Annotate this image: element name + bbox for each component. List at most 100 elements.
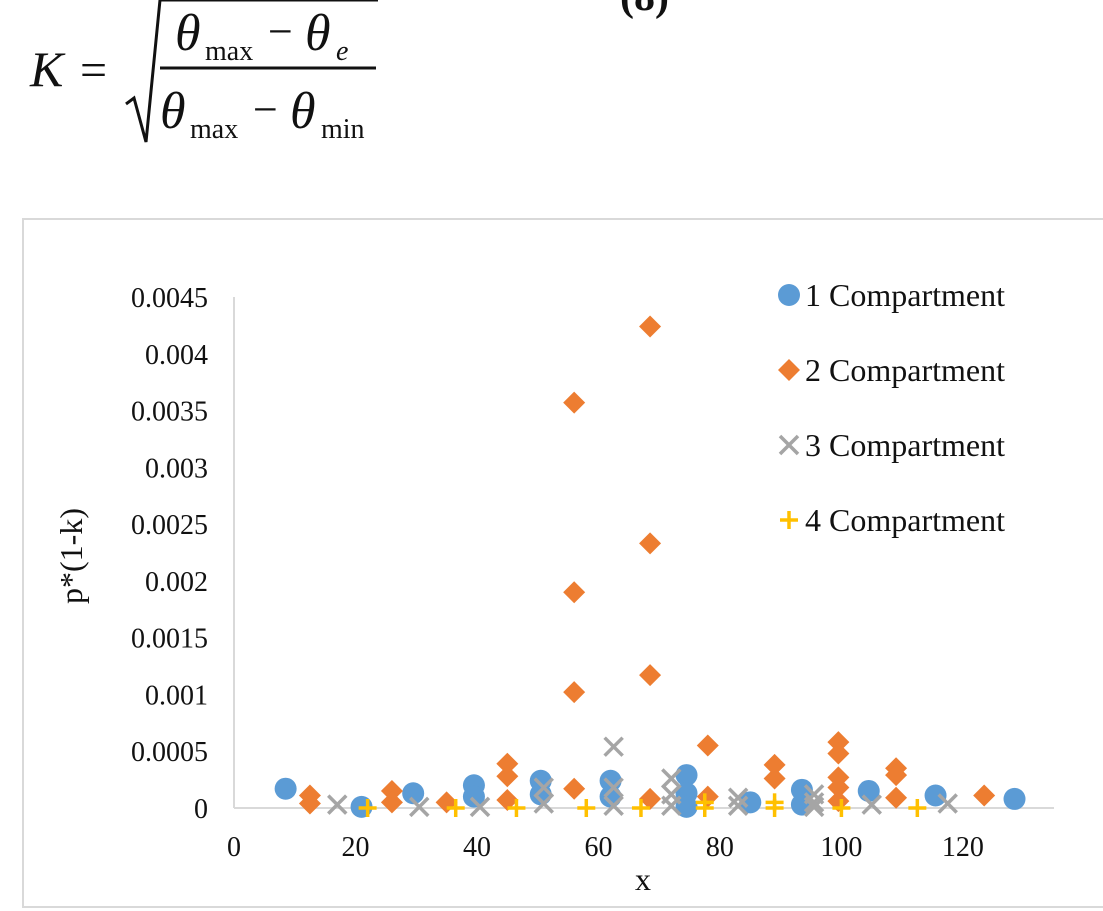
legend-label: 2 Compartment xyxy=(805,352,1005,388)
marker-stroke xyxy=(603,777,624,798)
y-axis-label: p*(1-k) xyxy=(53,508,89,604)
x-tick-label: 80 xyxy=(706,832,734,863)
data-point xyxy=(908,799,927,817)
series-3 xyxy=(327,736,958,818)
data-point xyxy=(827,731,850,754)
y-tick-labels: 0 0.0005 0.001 0.0015 0.002 0.0025 0.003 0.0035… xyxy=(131,283,208,825)
data-point xyxy=(937,793,958,814)
marker-stroke xyxy=(661,795,682,816)
data-point xyxy=(563,777,586,800)
y-tick-label: 0.002 xyxy=(145,567,208,598)
data-point xyxy=(661,768,682,789)
x-tick-label: 120 xyxy=(942,832,984,863)
data-point xyxy=(274,777,297,800)
data-point xyxy=(298,792,321,815)
data-point xyxy=(577,799,596,817)
x-tick-label: 0 xyxy=(227,832,241,863)
data-point xyxy=(675,764,698,787)
marker-stroke xyxy=(469,796,491,818)
data-point xyxy=(885,786,908,809)
data-point xyxy=(1003,787,1026,810)
marker-stroke xyxy=(778,434,800,456)
denominator-sub-1: max xyxy=(190,114,238,145)
numerator-theta-2: θ xyxy=(305,5,331,62)
data-point xyxy=(496,752,519,775)
y-tick-label: 0 xyxy=(194,794,208,825)
y-tick-label: 0.001 xyxy=(145,680,208,711)
data-point xyxy=(409,796,430,818)
x-tick-label: 40 xyxy=(463,832,491,863)
y-tick-label: 0.0045 xyxy=(131,283,208,314)
data-point xyxy=(603,736,624,757)
marker-stroke xyxy=(727,795,749,816)
legend-label: 1 Compartment xyxy=(805,277,1005,313)
data-point xyxy=(924,784,947,807)
denominator-sub-2: min xyxy=(321,114,365,145)
data-point xyxy=(763,767,786,790)
data-point xyxy=(695,799,714,817)
legend-label: 4 Compartment xyxy=(805,502,1005,538)
formula: K = θ max − θ e θ max − θ min (8) xyxy=(29,0,669,145)
y-tick-label: 0.004 xyxy=(145,340,208,371)
data-point xyxy=(861,794,883,815)
marker-stroke xyxy=(803,796,825,818)
data-point xyxy=(469,796,491,818)
data-point xyxy=(727,787,749,809)
legend-marker xyxy=(780,511,798,529)
x-tick-label: 20 xyxy=(341,832,369,863)
radical-sign xyxy=(125,0,378,143)
marker-stroke xyxy=(533,777,555,798)
data-point xyxy=(358,799,377,817)
data-point xyxy=(446,799,465,817)
data-point xyxy=(727,795,749,816)
marker-stroke xyxy=(603,795,624,816)
data-point xyxy=(631,799,650,817)
data-point xyxy=(661,795,682,816)
marker-stroke xyxy=(937,793,958,814)
data-point xyxy=(380,791,403,814)
legend-marker xyxy=(778,284,800,306)
data-point xyxy=(803,792,825,813)
y-tick-label: 0.0005 xyxy=(131,737,208,768)
data-point xyxy=(827,742,850,765)
data-point xyxy=(496,765,519,788)
data-point xyxy=(563,581,586,604)
data-point xyxy=(639,664,662,687)
data-point xyxy=(380,779,403,802)
data-point xyxy=(973,784,996,807)
data-point xyxy=(885,764,908,787)
legend: 1 Compartment 2 Compartment 3 Compartment 4… xyxy=(778,277,1005,538)
data-point xyxy=(832,799,851,817)
marker-stroke xyxy=(661,768,682,789)
x-tick-label: 100 xyxy=(820,832,862,863)
formula-lhs: K xyxy=(29,41,66,97)
series-4 xyxy=(358,793,927,817)
y-tick-label: 0.0025 xyxy=(131,510,208,541)
y-tick-label: 0.003 xyxy=(145,453,208,484)
data-point xyxy=(803,796,825,818)
numerator-minus: − xyxy=(268,7,293,56)
data-point xyxy=(639,315,662,338)
y-tick-label: 0.0015 xyxy=(131,624,208,655)
legend-label: 3 Compartment xyxy=(805,427,1005,463)
marker-stroke xyxy=(409,796,430,818)
x-tick-label: 60 xyxy=(584,832,612,863)
marker-stroke xyxy=(861,794,883,815)
data-point xyxy=(827,776,850,799)
scatter-chart: 0 0.0005 0.001 0.0015 0.002 0.0025 0.003 0.0035… xyxy=(53,277,1054,897)
numerator-sub-2: e xyxy=(336,36,348,67)
data-point xyxy=(563,391,586,414)
data-point xyxy=(603,777,624,798)
marker-stroke xyxy=(727,787,749,809)
data-point xyxy=(533,777,555,798)
data-point xyxy=(402,782,425,805)
data-point xyxy=(696,785,719,808)
numerator-sub-1: max xyxy=(205,36,253,67)
series-2 xyxy=(298,315,996,815)
marker-stroke xyxy=(327,794,348,815)
formula-equals: = xyxy=(80,44,107,97)
numerator-theta-1: θ xyxy=(175,5,201,62)
data-point xyxy=(563,681,586,704)
data-point xyxy=(462,785,485,808)
marker-stroke xyxy=(533,793,555,814)
